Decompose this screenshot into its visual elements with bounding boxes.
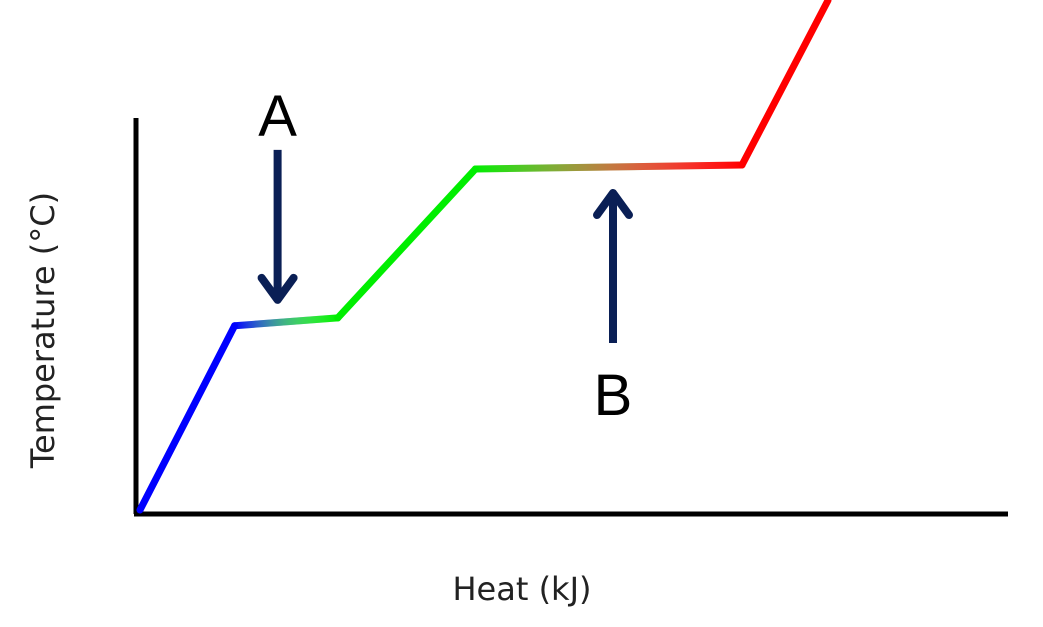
label-a: A (258, 84, 297, 149)
annotations: AB (257, 84, 633, 428)
axes (133, 118, 1008, 517)
curve-segment-5 (738, 0, 832, 169)
y-axis-label: Temperature (°C) (24, 192, 62, 469)
curve-segment-4 (471, 161, 746, 173)
label-b: B (594, 363, 633, 428)
curve-segment-1 (136, 322, 239, 514)
curve-segment-2 (231, 314, 342, 330)
heating-curve (136, 0, 832, 514)
annotation-a: A (257, 84, 298, 304)
arrow-a-head (257, 273, 298, 304)
x-axis-label: Heat (kJ) (452, 570, 591, 608)
annotation-b: B (593, 188, 633, 428)
curve-segment-3 (334, 165, 479, 322)
arrow-b-head (593, 188, 633, 219)
